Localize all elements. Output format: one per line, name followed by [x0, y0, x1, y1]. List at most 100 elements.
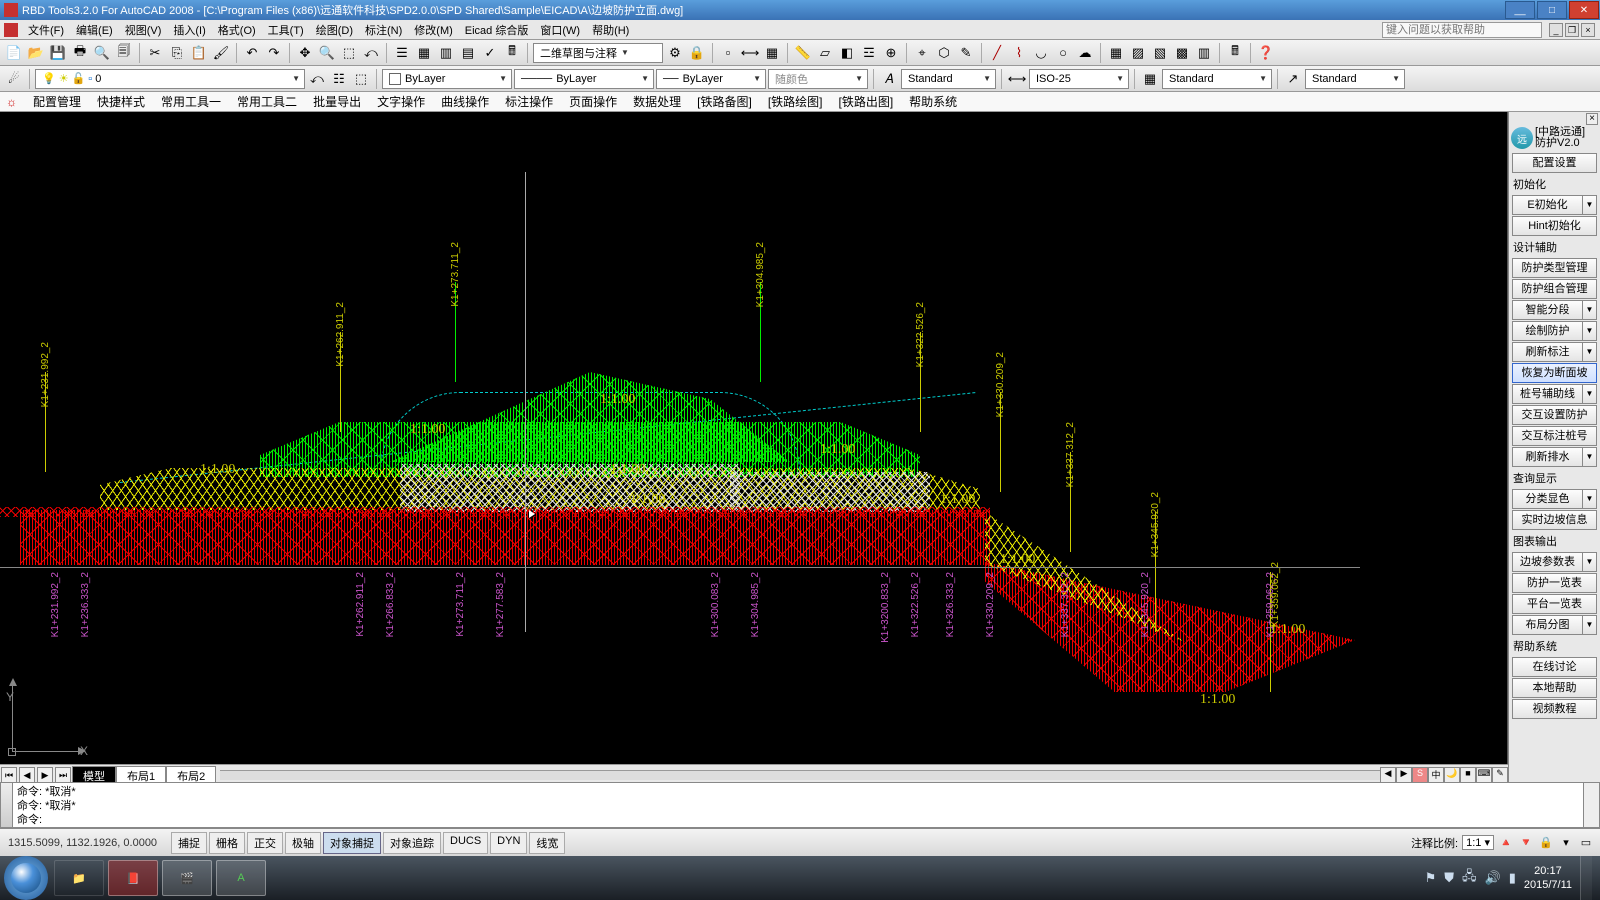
sm-3[interactable]: 常用工具二	[229, 93, 305, 110]
ws-settings-icon[interactable]: ⚙	[665, 43, 685, 63]
menu-edit[interactable]: 编辑(E)	[70, 22, 119, 38]
show-desktop-button[interactable]	[1580, 856, 1592, 900]
panel-button[interactable]: 桩号辅助线	[1512, 384, 1583, 404]
cmd-grip[interactable]	[1, 783, 13, 827]
sm-1[interactable]: 快捷样式	[89, 93, 153, 110]
status-clean-icon[interactable]: ▭	[1578, 835, 1594, 851]
calc-icon[interactable]: 🖩	[502, 43, 522, 63]
zoom-prev-icon[interactable]: ⤺	[361, 43, 381, 63]
status-lock-icon[interactable]: 🔒	[1538, 835, 1554, 851]
sm-13[interactable]: 帮助系统	[901, 93, 965, 110]
sm-0[interactable]: 配置管理	[25, 93, 89, 110]
layer-iso-icon[interactable]: ⬚	[351, 69, 371, 89]
sm-12[interactable]: [铁路出图]	[831, 93, 902, 110]
dimstyle-icon[interactable]: ⟷	[1007, 69, 1027, 89]
panel-button[interactable]: 智能分段	[1512, 300, 1583, 320]
save-icon[interactable]: 💾	[48, 43, 68, 63]
ref3-icon[interactable]: ▧	[1150, 43, 1170, 63]
mdi-restore-button[interactable]: ❐	[1565, 23, 1579, 37]
workspace-combo[interactable]: 二维草图与注释▼	[533, 43, 663, 63]
menu-modify[interactable]: 修改(M)	[408, 22, 459, 38]
sm-4[interactable]: 批量导出	[305, 93, 369, 110]
menu-view[interactable]: 视图(V)	[119, 22, 168, 38]
ic3[interactable]: ✎	[956, 43, 976, 63]
line-icon[interactable]: ╱	[987, 43, 1007, 63]
dimstyle-combo[interactable]: ISO-25▼	[1029, 69, 1129, 89]
drawing-canvas[interactable]: 1:1.001:1.001:1.001:1.001:1.001:1.001:1.…	[0, 112, 1508, 764]
id-icon[interactable]: ⊕	[881, 43, 901, 63]
panel-button[interactable]: 实时边坡信息	[1512, 510, 1597, 530]
status-toggle[interactable]: 捕捉	[171, 832, 207, 854]
tray-network-icon[interactable]: 🖧	[1462, 867, 1477, 889]
mdi-close-button[interactable]: ×	[1581, 23, 1595, 37]
menu-dim[interactable]: 标注(N)	[359, 22, 408, 38]
pline-icon[interactable]: ⌇	[1009, 43, 1029, 63]
open-icon[interactable]: 📂	[26, 43, 46, 63]
anno-vis-icon[interactable]: 🔺	[1498, 835, 1514, 851]
list-icon[interactable]: ☲	[859, 43, 879, 63]
tray-action-icon[interactable]: ⛊	[1444, 870, 1454, 886]
status-toggle[interactable]: 正交	[247, 832, 283, 854]
sm-6[interactable]: 曲线操作	[433, 93, 497, 110]
panel-dropdown-button[interactable]: ▼	[1583, 447, 1597, 467]
ref4-icon[interactable]: ▩	[1172, 43, 1192, 63]
undo-icon[interactable]: ↶	[242, 43, 262, 63]
panel-dropdown-button[interactable]: ▼	[1583, 384, 1597, 404]
sm-2[interactable]: 常用工具一	[153, 93, 229, 110]
zoom-icon[interactable]: 🔍	[317, 43, 337, 63]
panel-button[interactable]: 防护组合管理	[1512, 279, 1597, 299]
mdi-min-button[interactable]: _	[1549, 23, 1563, 37]
sm-10[interactable]: [铁路备图]	[689, 93, 760, 110]
ref5-icon[interactable]: ▥	[1194, 43, 1214, 63]
status-toggle[interactable]: 线宽	[529, 832, 565, 854]
panel-dropdown-button[interactable]: ▼	[1583, 195, 1597, 215]
tray-volume-icon[interactable]: 🔊	[1485, 870, 1501, 886]
arc-icon[interactable]: ◡	[1031, 43, 1051, 63]
sm-11[interactable]: [铁路绘图]	[760, 93, 831, 110]
tab-next-button[interactable]: ▶	[37, 767, 53, 783]
tray-5-icon[interactable]: ✎	[1492, 767, 1508, 783]
preview-icon[interactable]: 🔍	[92, 43, 112, 63]
ref-icon[interactable]: ▦	[1106, 43, 1126, 63]
mleaderstyle-icon[interactable]: ↗	[1283, 69, 1303, 89]
panel-button[interactable]: 分类显色	[1512, 489, 1583, 509]
toolpalette-icon[interactable]: ▥	[436, 43, 456, 63]
markup-icon[interactable]: ✓	[480, 43, 500, 63]
tray-1-icon[interactable]: 中	[1428, 767, 1444, 783]
status-toggle[interactable]: DYN	[490, 832, 527, 854]
menu-help[interactable]: 帮助(H)	[586, 22, 635, 38]
panel-button[interactable]: 交互设置防护	[1512, 405, 1597, 425]
panel-dropdown-button[interactable]: ▼	[1583, 615, 1597, 635]
tray-4-icon[interactable]: ⌨	[1476, 767, 1492, 783]
cloud-icon[interactable]: ☁	[1075, 43, 1095, 63]
table-icon[interactable]: ▦	[762, 43, 782, 63]
panel-button[interactable]: 绘制防护	[1512, 321, 1583, 341]
panel-button[interactable]: 边坡参数表	[1512, 552, 1583, 572]
ic1[interactable]: ⌖	[912, 43, 932, 63]
lineweight-combo[interactable]: ──ByLayer▼	[656, 69, 766, 89]
menu-insert[interactable]: 插入(I)	[167, 22, 211, 38]
panel-button[interactable]: 刷新标注	[1512, 342, 1583, 362]
panel-button[interactable]: 恢复为断面坡	[1512, 363, 1597, 383]
lock-icon[interactable]: 🔒	[687, 43, 707, 63]
panel-dropdown-button[interactable]: ▼	[1583, 552, 1597, 572]
tray-flag-icon[interactable]: ⚑	[1425, 870, 1437, 886]
panel-button[interactable]: 在线讨论	[1512, 657, 1597, 677]
panel-button[interactable]: 防护类型管理	[1512, 258, 1597, 278]
area-icon[interactable]: ▱	[815, 43, 835, 63]
anno-auto-icon[interactable]: 🔻	[1518, 835, 1534, 851]
menu-tools[interactable]: 工具(T)	[262, 22, 310, 38]
tab-prev-button[interactable]: ◀	[19, 767, 35, 783]
linetype-combo[interactable]: ────ByLayer▼	[514, 69, 654, 89]
ic2[interactable]: ⬡	[934, 43, 954, 63]
print-icon[interactable]: 🖶	[70, 43, 90, 63]
plotstyle-combo[interactable]: 随颜色▼	[768, 69, 868, 89]
status-tray-icon[interactable]: ▾	[1558, 835, 1574, 851]
tablestyle-icon[interactable]: ▦	[1140, 69, 1160, 89]
block-icon[interactable]: ▫	[718, 43, 738, 63]
panel-config-button[interactable]: 配置设置	[1512, 153, 1597, 173]
tray-2-icon[interactable]: 🌙	[1444, 767, 1460, 783]
panel-button[interactable]: E初始化	[1512, 195, 1583, 215]
menu-format[interactable]: 格式(O)	[212, 22, 262, 38]
sm-7[interactable]: 标注操作	[497, 93, 561, 110]
